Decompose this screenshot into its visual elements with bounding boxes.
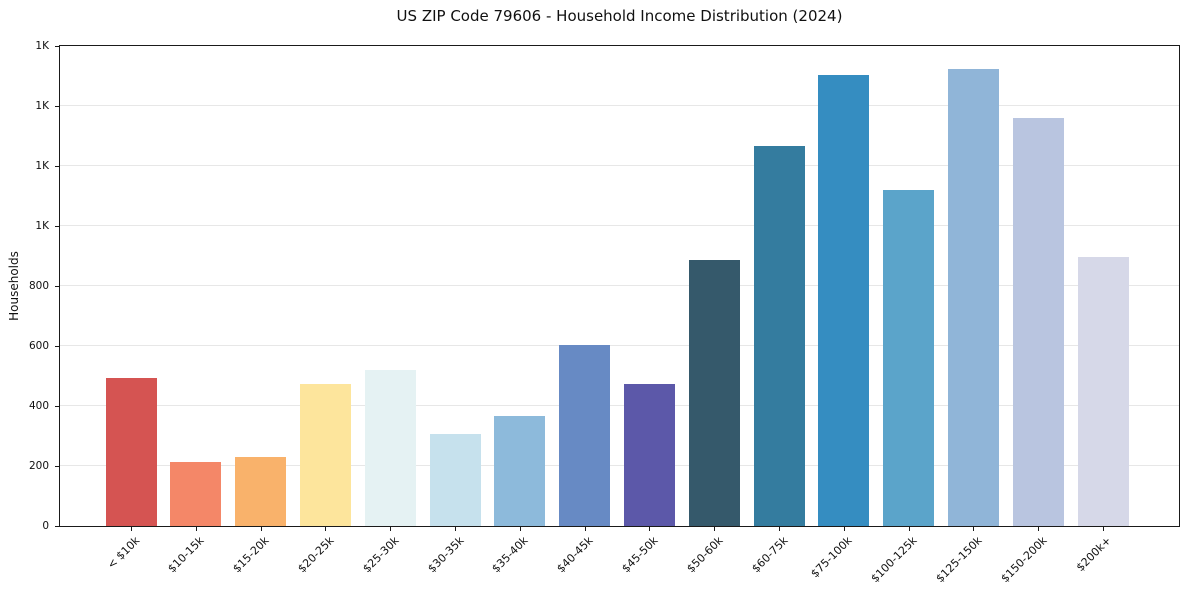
bar-$125-150k — [947, 68, 999, 526]
y-tick-mark-200 — [55, 466, 59, 467]
y-tick-mark-1400 — [55, 106, 59, 107]
x-tick-mark-$100-125k — [908, 527, 910, 531]
x-tick-label-$200k+: $200k+ — [1074, 534, 1115, 575]
chart-title: US ZIP Code 79606 - Household Income Dis… — [396, 7, 843, 25]
bar-$60-75k — [753, 146, 805, 526]
x-tick-mark-$45-50k — [649, 527, 651, 531]
gridline-y-400 — [60, 405, 1179, 406]
y-tick-mark-0 — [55, 526, 59, 527]
bar-$30-35k — [429, 434, 481, 526]
x-tick-mark-< $10k — [131, 527, 132, 531]
y-tick-mark-600 — [55, 346, 59, 347]
bar-$75-100k — [818, 74, 870, 526]
x-tick-label-$50-60k: $50-60k — [684, 534, 726, 576]
x-tick-mark-$15-20k — [260, 527, 262, 531]
x-tick-mark-$30-35k — [455, 527, 456, 531]
gridline-y-1400 — [60, 105, 1179, 106]
bar-$20-25k — [299, 384, 351, 526]
bar-$40-45k — [559, 345, 611, 526]
y-tick-label-1400: 1K — [35, 100, 49, 112]
gridline-y-1200 — [60, 165, 1179, 166]
y-tick-label-800: 800 — [28, 280, 49, 292]
x-tick-mark-$150-200k — [1038, 527, 1040, 531]
bar-$45-50k — [623, 384, 675, 526]
y-tick-mark-800 — [55, 286, 59, 287]
x-tick-label-$60-75k: $60-75k — [748, 534, 791, 576]
bar-$100-125k — [883, 189, 935, 526]
bar-$150-200k — [1012, 118, 1064, 526]
x-tick-label-< $10k: < $10k — [104, 534, 143, 572]
y-tick-label-1200: 1K — [35, 160, 49, 172]
x-tick-mark-$50-60k — [714, 527, 716, 531]
bar-$15-20k — [235, 456, 287, 526]
x-tick-label-$35-40k: $35-40k — [489, 534, 532, 576]
y-tick-mark-400 — [55, 406, 59, 407]
y-tick-mark-1000 — [55, 226, 59, 227]
y-tick-label-200: 200 — [28, 460, 49, 472]
x-tick-mark-$20-25k — [325, 527, 327, 531]
gridline-y-200 — [60, 465, 1179, 466]
x-tick-mark-$35-40k — [519, 527, 521, 531]
y-tick-label-600: 600 — [28, 340, 49, 352]
x-tick-mark-$200k+ — [1103, 527, 1104, 531]
x-tick-label-$45-50k: $45-50k — [619, 534, 661, 576]
x-tick-label-$40-45k: $40-45k — [554, 534, 596, 576]
bar-$35-40k — [494, 416, 546, 526]
x-tick-label-$100-125k: $100-125k — [868, 534, 920, 586]
x-tick-mark-$60-75k — [779, 527, 780, 531]
bar-< $10k — [105, 378, 157, 526]
x-tick-mark-$40-45k — [584, 527, 586, 531]
x-tick-label-$10-15k: $10-15k — [165, 534, 208, 576]
y-tick-mark-1600 — [55, 46, 59, 47]
bar-$25-30k — [364, 369, 416, 526]
x-tick-mark-$75-100k — [843, 527, 845, 531]
x-tick-label-$30-35k: $30-35k — [424, 534, 467, 576]
x-tick-label-$150-200k: $150-200k — [998, 534, 1050, 586]
gridline-y-600 — [60, 345, 1179, 346]
gridline-y-800 — [60, 285, 1179, 286]
bar-$50-60k — [688, 259, 740, 526]
y-tick-label-400: 400 — [28, 400, 49, 412]
bar-$10-15k — [170, 462, 222, 526]
y-tick-label-1000: 1K — [35, 220, 49, 232]
plot-area — [59, 45, 1180, 527]
y-tick-label-0: 0 — [42, 520, 49, 532]
bar-$200k+ — [1077, 256, 1129, 526]
gridline-y-1000 — [60, 225, 1179, 226]
x-tick-mark-$10-15k — [195, 527, 197, 531]
x-tick-label-$15-20k: $15-20k — [230, 534, 272, 576]
y-tick-mark-1200 — [55, 166, 59, 167]
x-tick-label-$125-150k: $125-150k — [933, 534, 985, 586]
x-tick-mark-$125-150k — [973, 527, 975, 531]
x-tick-label-$20-25k: $20-25k — [295, 534, 337, 576]
x-tick-label-$25-30k: $25-30k — [360, 534, 402, 576]
x-tick-label-$75-100k: $75-100k — [808, 534, 856, 581]
x-tick-mark-$25-30k — [390, 527, 392, 531]
y-tick-label-1600: 1K — [35, 40, 49, 52]
